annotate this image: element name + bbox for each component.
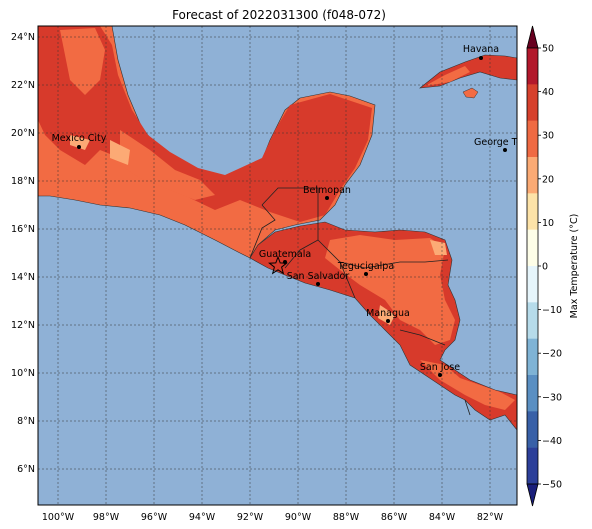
colorbar-tick-label: −20	[542, 349, 562, 360]
city-label-george-town: George Tov	[474, 137, 528, 148]
colorbar: 50 40 30 20 10 0 −10 −20 −30 −40 −50 Max Temperatur…	[526, 25, 580, 507]
city-label-guatemala: Guatemala	[259, 249, 311, 260]
y-tick-label: 24°N	[11, 32, 35, 43]
colorbar-tick-label: 30	[542, 131, 554, 142]
colorbar-band	[527, 84, 538, 121]
y-tick-label: 12°N	[11, 320, 35, 331]
land-mexico-mild-patch	[70, 135, 130, 165]
y-tick-label: 8°N	[17, 416, 35, 427]
colorbar-band	[527, 302, 538, 339]
x-tick-label: 100°W	[42, 512, 75, 523]
land-isla-juventud	[462, 87, 479, 99]
x-tick-label: 96°W	[141, 512, 168, 523]
land-mexico-warm-patch	[60, 28, 215, 200]
city-label-belmopan: Belmopan	[303, 185, 351, 196]
colorbar-band	[527, 411, 538, 448]
city-label-tegucigalpa: Tegucigalpa	[337, 261, 394, 272]
city-label-mexico-city: Mexico City	[52, 133, 107, 144]
map-area: Havana Mexico City George Tov Belmopan G…	[38, 26, 528, 505]
city-marker-san-jose	[438, 373, 442, 377]
colorbar-tick-label: −50	[542, 480, 562, 491]
colorbar-tick-label: −30	[542, 392, 562, 403]
colorbar-band	[527, 120, 538, 158]
y-tick-label: 20°N	[11, 128, 35, 139]
city-label-san-salvador: San Salvador	[287, 271, 350, 282]
x-tick-label: 86°W	[381, 512, 408, 523]
x-axis: 100°W 98°W 96°W 94°W 92°W 90°W 88°W 86°W…	[42, 512, 504, 523]
x-tick-label: 90°W	[285, 512, 312, 523]
land-cuba-warm	[425, 66, 470, 86]
y-tick-label: 14°N	[11, 272, 35, 283]
colorbar-band	[527, 447, 538, 485]
colorbar-extend-top	[526, 25, 539, 49]
y-tick-label: 22°N	[11, 80, 35, 91]
colorbar-tick-label: −10	[542, 305, 562, 316]
x-tick-label: 94°W	[189, 512, 216, 523]
colorbar-extend-bottom	[526, 483, 539, 507]
colorbar-band	[527, 229, 538, 267]
colorbar-tick-label: −40	[542, 436, 562, 447]
country-borders	[249, 187, 471, 416]
y-tick-label: 10°N	[11, 368, 35, 379]
colorbar-band	[527, 375, 538, 412]
y-axis: 24°N 22°N 20°N 18°N 16°N 14°N 12°N 10°N …	[11, 32, 35, 475]
city-marker-mexico-city	[77, 145, 81, 149]
colorbar-tick-label: 20	[542, 174, 554, 185]
colorbar-band	[527, 266, 538, 303]
colorbar-tick-label: 10	[542, 218, 554, 229]
y-tick-label: 16°N	[11, 224, 35, 235]
city-marker-george-town	[503, 148, 507, 152]
city-label-havana: Havana	[463, 44, 499, 55]
colorbar-label: Max Temperature (°C)	[569, 214, 580, 319]
y-tick-label: 18°N	[11, 176, 35, 187]
x-tick-label: 92°W	[237, 512, 264, 523]
map-title: Forecast of 2022031300 (f048-072)	[172, 8, 386, 22]
city-marker-belmopan	[325, 196, 329, 200]
x-tick-label: 82°W	[477, 512, 504, 523]
city-label-san-jose: San Jose	[420, 362, 460, 373]
y-tick-label: 6°N	[17, 464, 35, 475]
colorbar-tick-label: 0	[542, 262, 548, 273]
x-tick-label: 88°W	[333, 512, 360, 523]
colorbar-band	[527, 193, 538, 230]
land-mexico-hot	[38, 26, 372, 222]
city-label-managua: Managua	[366, 308, 410, 319]
colorbar-tick-label: 50	[542, 44, 554, 55]
colorbar-band	[527, 157, 538, 194]
x-tick-label: 98°W	[93, 512, 120, 523]
city-marker-managua	[386, 319, 390, 323]
city-marker-san-salvador	[316, 282, 320, 286]
colorbar-band	[527, 48, 538, 85]
land-central-america-warm	[325, 235, 515, 410]
cities: Havana Mexico City George Tov Belmopan G…	[52, 44, 528, 377]
colorbar-tick-label: 40	[542, 87, 554, 98]
city-marker-havana	[479, 56, 483, 60]
land-central-america-mild	[378, 240, 447, 325]
city-marker-tegucigalpa	[364, 272, 368, 276]
colorbar-band	[527, 338, 538, 376]
map-frame	[37, 25, 518, 506]
star-marker	[268, 255, 288, 275]
x-tick-label: 84°W	[429, 512, 456, 523]
